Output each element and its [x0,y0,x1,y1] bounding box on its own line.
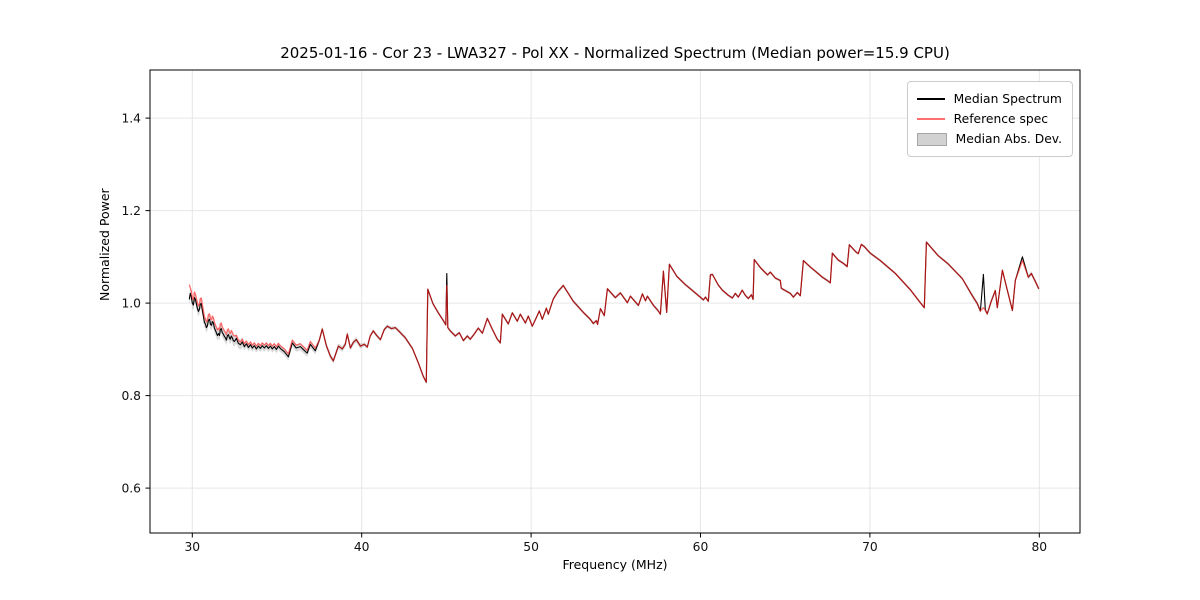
svg-text:60: 60 [693,540,709,554]
svg-text:80: 80 [1031,540,1047,554]
legend-item-median-abs-dev: Median Abs. Dev. [916,129,1062,149]
mad-patch-swatch [916,132,947,146]
legend: Median Spectrum Reference spec Median Ab… [906,81,1073,157]
svg-text:40: 40 [354,540,370,554]
svg-text:0.6: 0.6 [121,481,141,495]
median-line-swatch [916,98,945,100]
legend-item-reference-spec: Reference spec [916,109,1062,129]
legend-label: Median Abs. Dev. [955,132,1062,146]
svg-text:1.0: 1.0 [121,296,141,310]
legend-label: Median Spectrum [953,92,1062,106]
x-axis-label: Frequency (MHz) [562,557,668,572]
chart-title: 2025-01-16 - Cor 23 - LWA327 - Pol XX - … [280,44,950,62]
legend-item-median-spectrum: Median Spectrum [916,89,1062,109]
legend-label: Reference spec [953,112,1049,126]
reference-line-swatch [916,118,945,120]
svg-text:1.4: 1.4 [121,111,141,125]
svg-text:1.2: 1.2 [121,204,141,218]
svg-text:50: 50 [523,540,539,554]
svg-text:70: 70 [862,540,878,554]
svg-text:0.8: 0.8 [121,389,141,403]
svg-text:30: 30 [184,540,200,554]
